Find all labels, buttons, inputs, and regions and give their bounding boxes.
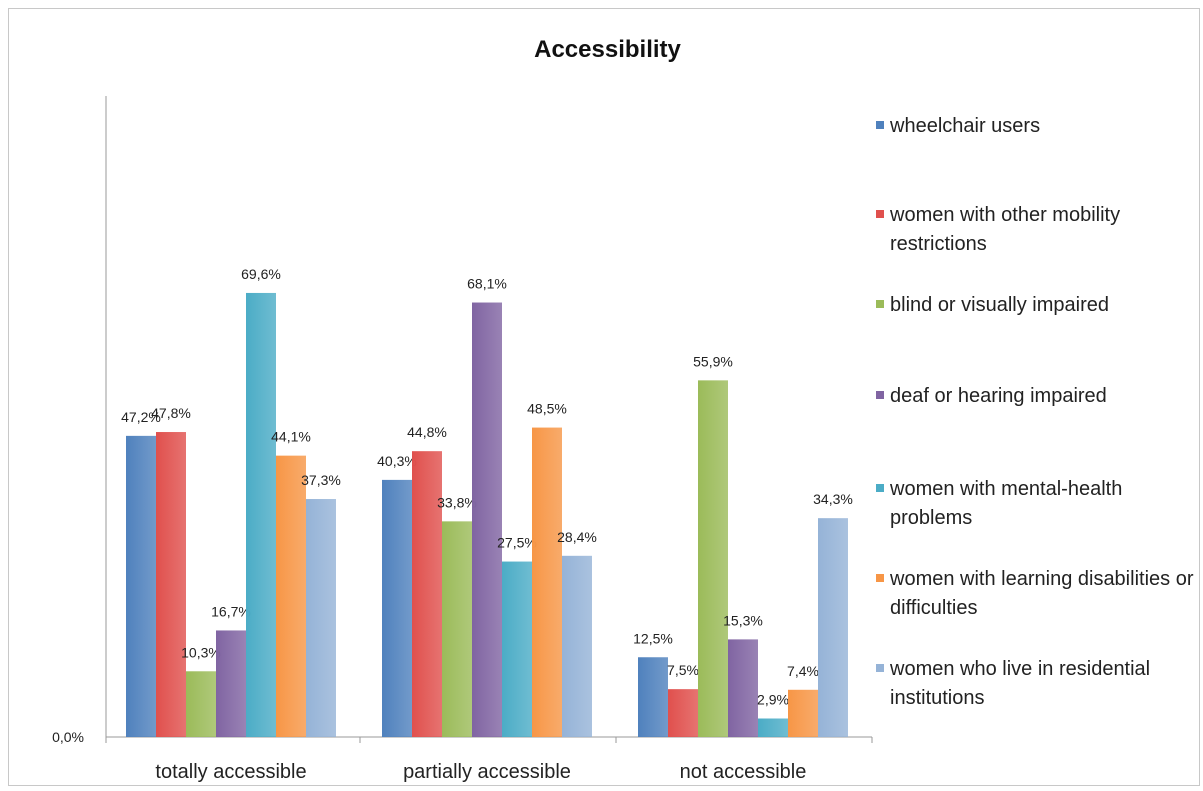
data-label: 28,4%: [557, 529, 597, 545]
legend-swatch: [876, 391, 884, 399]
bar: [442, 521, 472, 737]
bar: [668, 689, 698, 737]
bar: [472, 302, 502, 737]
bar: [246, 292, 276, 737]
data-label: 40,3%: [377, 453, 417, 469]
category-label: partially accessible: [403, 761, 571, 783]
data-label: 68,1%: [467, 276, 507, 292]
bar: [412, 451, 442, 737]
bar: [728, 639, 758, 737]
data-label: 37,3%: [301, 472, 341, 488]
data-label: 12,5%: [633, 630, 673, 646]
legend-swatch: [876, 574, 884, 582]
legend-label: women who live in residential institutio…: [890, 658, 1151, 709]
legend-swatch: [876, 210, 884, 218]
bar: [532, 427, 562, 737]
data-label: 47,2%: [121, 409, 161, 425]
bar: [216, 630, 246, 737]
data-label: 48,5%: [527, 401, 567, 417]
legend-label: blind or visually impaired: [890, 294, 1109, 316]
legend-item: blind or visually impaired: [876, 291, 1196, 320]
data-label: 7,5%: [667, 662, 699, 678]
data-label: 44,8%: [407, 424, 447, 440]
data-label: 33,8%: [437, 494, 477, 510]
data-label: 47,8%: [151, 405, 191, 421]
data-label: 69,6%: [241, 266, 281, 282]
legend-item: women with other mobility restrictions: [876, 201, 1196, 259]
category-label: not accessible: [680, 761, 807, 783]
y-tick-label: 0,0%: [52, 729, 84, 745]
legend-label: wheelchair users: [890, 115, 1041, 137]
legend-item: wheelchair users: [876, 112, 1196, 141]
bar: [638, 657, 668, 737]
legend-swatch: [876, 300, 884, 308]
bar: [306, 499, 336, 737]
legend-item: deaf or hearing impaired: [876, 382, 1196, 411]
bar: [758, 718, 788, 737]
bar: [156, 432, 186, 737]
legend-label: women with learning disabilities or diff…: [890, 568, 1194, 619]
data-label: 2,9%: [757, 691, 789, 707]
legend-label: women with other mobility restrictions: [890, 204, 1121, 255]
data-label: 7,4%: [787, 663, 819, 679]
data-label: 10,3%: [181, 644, 221, 660]
bar: [788, 689, 818, 737]
legend-item: women with mental-health problems: [876, 475, 1196, 533]
legend-swatch: [876, 484, 884, 492]
legend-swatch: [876, 121, 884, 129]
bar: [562, 555, 592, 737]
chart-title: Accessibility: [534, 36, 681, 63]
chart-frame: [8, 8, 1200, 786]
bar: [382, 479, 412, 737]
legend-swatch: [876, 664, 884, 672]
data-label: 34,3%: [813, 491, 853, 507]
legend-item: women with learning disabilities or diff…: [876, 565, 1196, 623]
bar: [698, 380, 728, 737]
data-label: 27,5%: [497, 535, 537, 551]
legend-item: women who live in residential institutio…: [876, 655, 1196, 713]
category-label: totally accessible: [155, 761, 306, 783]
bar: [276, 455, 306, 737]
data-label: 15,3%: [723, 612, 763, 628]
data-label: 55,9%: [693, 353, 733, 369]
legend-label: women with mental-health problems: [890, 478, 1123, 529]
bar: [186, 671, 216, 737]
data-label: 44,1%: [271, 429, 311, 445]
bar: [818, 518, 848, 737]
bar: [126, 435, 156, 737]
legend-label: deaf or hearing impaired: [890, 385, 1107, 407]
bar: [502, 561, 532, 737]
data-label: 16,7%: [211, 603, 251, 619]
